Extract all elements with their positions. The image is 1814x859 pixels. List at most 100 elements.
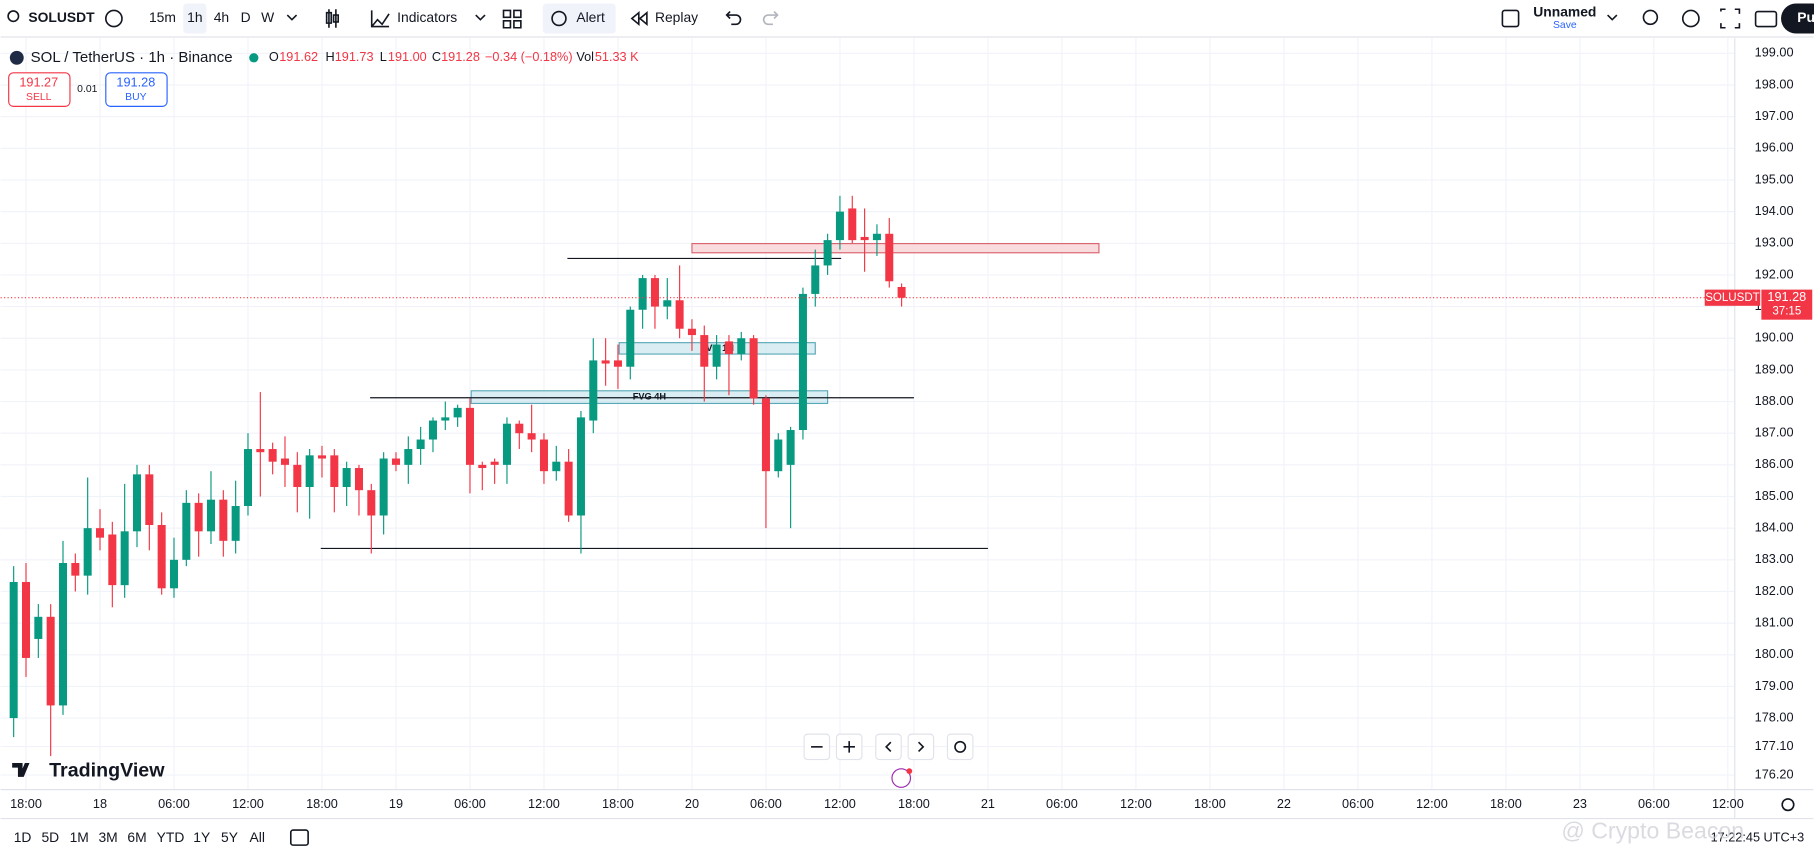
x-tick-label: 19: [389, 796, 403, 811]
spread: 0.01: [77, 84, 97, 95]
candle-body: [441, 417, 450, 421]
x-tick-label: 20: [685, 796, 699, 811]
legend-value: 191.73: [335, 49, 374, 64]
range[interactable]: 3M: [98, 829, 117, 845]
candle-body: [206, 499, 215, 532]
candle-body: [626, 309, 635, 367]
candle-body: [354, 468, 363, 491]
indicators-menu[interactable]: [475, 14, 486, 21]
sell-price[interactable]: 191.27: [19, 75, 58, 90]
candle-body: [897, 286, 906, 298]
range[interactable]: YTD: [157, 829, 185, 845]
candle-body: [576, 417, 585, 516]
x-tick-label: 12:00: [1416, 796, 1448, 811]
layout-name[interactable]: Unnamed: [1533, 3, 1596, 19]
flash-icon[interactable]: [891, 768, 912, 788]
x-tick-label: 06:00: [158, 796, 190, 811]
scroll-left[interactable]: [875, 733, 902, 761]
buy-price[interactable]: 191.28: [116, 75, 155, 90]
layout-icon[interactable]: [1501, 9, 1520, 28]
fullscreen[interactable]: [1720, 8, 1741, 29]
alert-icon[interactable]: [551, 10, 567, 27]
alert-bg: [542, 3, 616, 34]
indicators[interactable]: Indicators: [397, 9, 457, 25]
candle-body: [724, 341, 733, 355]
date-range-icon[interactable]: [289, 829, 309, 846]
range[interactable]: All: [250, 829, 265, 845]
layout-save[interactable]: Save: [1553, 20, 1577, 31]
axis-settings[interactable]: [1781, 798, 1795, 812]
redo[interactable]: [762, 10, 779, 26]
snapshot[interactable]: [1754, 10, 1778, 28]
candle-body: [823, 240, 832, 266]
interval[interactable]: W: [261, 9, 275, 25]
settings[interactable]: [1681, 9, 1700, 28]
publish-bg[interactable]: [1781, 3, 1814, 34]
alert[interactable]: Alert: [576, 9, 605, 25]
layout-menu[interactable]: [1607, 14, 1618, 21]
candle-body: [465, 407, 474, 465]
scroll-right[interactable]: [907, 733, 935, 761]
chart-type[interactable]: [325, 9, 339, 28]
interval-menu[interactable]: [286, 14, 298, 21]
replay[interactable]: Replay: [655, 9, 698, 25]
y-tick-label: 183.00: [1755, 551, 1794, 566]
symbol[interactable]: SOLUSDT: [28, 9, 95, 25]
legend-label: Vol: [576, 49, 594, 64]
quick-search[interactable]: [1642, 9, 1659, 26]
publish[interactable]: Pu: [1797, 9, 1814, 25]
interval[interactable]: 15m: [149, 9, 176, 25]
candle-body: [835, 211, 844, 241]
countdown: 37:15: [1772, 306, 1801, 318]
range[interactable]: 5Y: [221, 829, 238, 845]
x-tick-label: 22: [1277, 796, 1291, 811]
watermark: @ Crypto Beacon: [1561, 818, 1744, 844]
interval[interactable]: D: [241, 9, 251, 25]
sell-button[interactable]: [8, 72, 71, 107]
y-tick-label: 178.00: [1755, 709, 1794, 724]
y-tick-label: 197.00: [1755, 108, 1794, 123]
candle-body: [798, 293, 807, 431]
y-tick-label: 176.20: [1755, 766, 1794, 781]
candle-body: [219, 499, 228, 541]
buy-button[interactable]: [105, 72, 168, 107]
x-tick-label: 12:00: [1712, 796, 1744, 811]
zone: [691, 243, 1100, 254]
interval[interactable]: 1h: [187, 9, 202, 25]
sell-label[interactable]: SELL: [26, 92, 52, 103]
y-tick-label: 199.00: [1755, 45, 1794, 60]
templates[interactable]: [502, 9, 522, 29]
buy-label[interactable]: BUY: [125, 92, 146, 103]
candle-body: [416, 439, 425, 450]
add-symbol[interactable]: [104, 9, 123, 28]
candle-body: [194, 502, 203, 532]
symbol-tag-bg: [1704, 289, 1761, 306]
range[interactable]: 1M: [70, 829, 89, 845]
candle-body: [811, 265, 820, 294]
range[interactable]: 1D: [14, 829, 32, 845]
symbol-tag: SOLUSDT: [1705, 292, 1760, 304]
legend-value: 191.28: [441, 49, 480, 64]
search-icon[interactable]: [7, 10, 20, 23]
legend-title: SOL / TetherUS · 1h · Binance: [31, 49, 233, 66]
interval[interactable]: 4h: [214, 9, 229, 25]
zoom-controls: [803, 733, 974, 761]
replay-icon[interactable]: [630, 10, 648, 27]
legend-value: 191.62: [279, 49, 318, 64]
candle-body: [95, 528, 105, 538]
candle-body: [613, 360, 622, 367]
range[interactable]: 1Y: [193, 829, 210, 845]
candle-body: [280, 458, 289, 465]
undo[interactable]: [725, 10, 742, 26]
candle-body: [650, 278, 659, 307]
candle-body: [34, 616, 43, 639]
range[interactable]: 5D: [41, 829, 59, 845]
indicators-icon[interactable]: [370, 10, 390, 28]
candle-body: [515, 423, 524, 434]
reset[interactable]: [946, 733, 974, 761]
candle-body: [663, 300, 672, 307]
legend-label: L: [380, 49, 387, 64]
range[interactable]: 6M: [127, 829, 146, 845]
candle-body: [379, 458, 388, 516]
